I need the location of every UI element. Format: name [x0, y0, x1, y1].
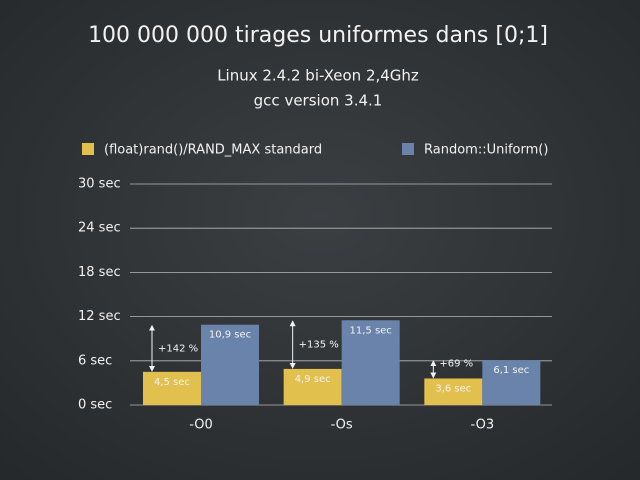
- y-tick-label: 0 sec: [78, 398, 112, 413]
- subtitle: Linux 2.4.2 bi-Xeon 2,4Ghz: [217, 67, 419, 85]
- bar: [143, 371, 201, 405]
- annotation: +135 %: [299, 340, 339, 351]
- bar: [341, 320, 400, 405]
- y-tick-label: 6 sec: [78, 353, 112, 368]
- bar: [482, 360, 541, 405]
- annotation: +142 %: [158, 343, 198, 354]
- value-label: 6,1 sec: [493, 365, 529, 376]
- bar: [201, 324, 259, 405]
- x-tick-label: -Os: [331, 418, 353, 433]
- x-tick-label: -O3: [471, 418, 495, 433]
- value-label: 4,5 sec: [154, 377, 190, 388]
- value-label: 4,9 sec: [295, 374, 331, 385]
- value-label: 11,5 sec: [350, 325, 392, 336]
- y-tick-label: 18 sec: [78, 265, 121, 280]
- y-tick-label: 24 sec: [78, 221, 121, 236]
- chart-title: 100 000 000 tirages uniformes dans [0;1]: [88, 23, 548, 48]
- legend-label: (float)rand()/RAND_MAX standard: [104, 143, 322, 158]
- y-tick-label: 30 sec: [78, 177, 121, 192]
- bar: [283, 368, 342, 405]
- subtitle: gcc version 3.4.1: [254, 92, 383, 110]
- value-label: 3,6 sec: [435, 383, 471, 394]
- annotation: +69 %: [439, 358, 473, 369]
- y-tick-label: 12 sec: [78, 309, 121, 324]
- legend-swatch: [402, 143, 414, 155]
- legend-swatch: [82, 143, 94, 155]
- x-tick-label: -O0: [189, 418, 213, 433]
- value-label: 10,9 sec: [209, 330, 251, 341]
- bar: [424, 378, 483, 405]
- legend-label: Random::Uniform(): [424, 143, 548, 158]
